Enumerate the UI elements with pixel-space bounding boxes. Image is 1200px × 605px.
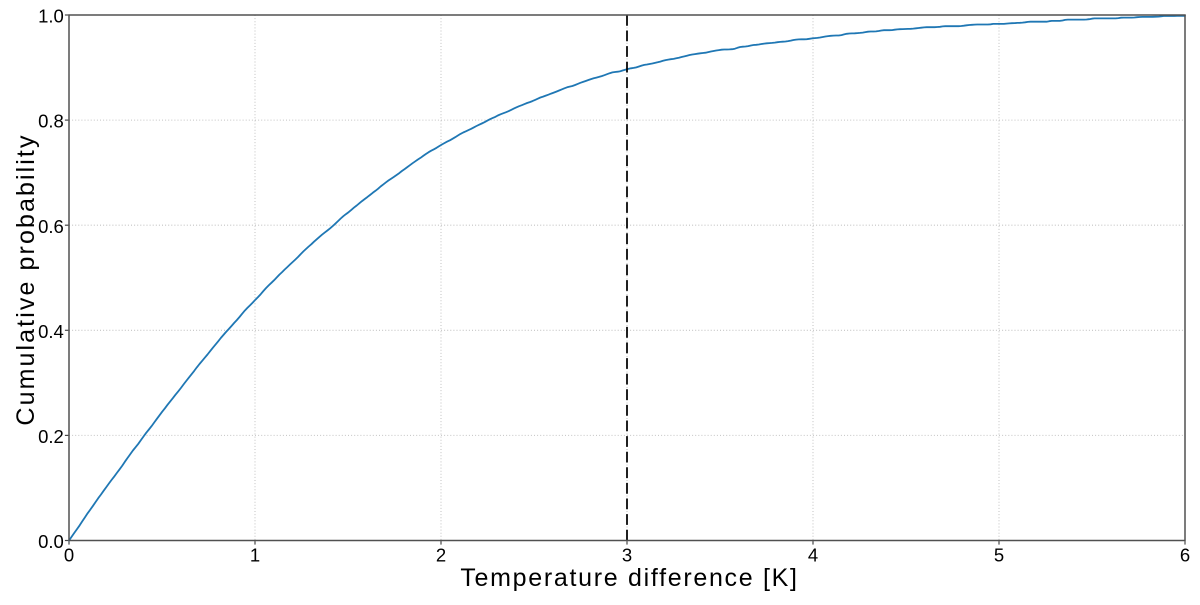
svg-text:0.0: 0.0 [38, 531, 64, 552]
svg-text:1: 1 [250, 544, 260, 565]
svg-text:5: 5 [994, 544, 1004, 565]
svg-text:6: 6 [1180, 544, 1190, 565]
svg-text:4: 4 [808, 544, 818, 565]
svg-text:0.6: 0.6 [38, 216, 64, 237]
svg-text:Temperature difference [K]: Temperature difference [K] [460, 564, 798, 592]
svg-text:Cumulative probability: Cumulative probability [12, 133, 40, 425]
svg-text:0.4: 0.4 [38, 321, 64, 342]
svg-text:3: 3 [622, 544, 632, 565]
svg-text:1.0: 1.0 [38, 6, 64, 27]
svg-text:0: 0 [64, 544, 74, 565]
svg-text:0.8: 0.8 [38, 111, 64, 132]
svg-text:0.2: 0.2 [38, 426, 64, 447]
svg-text:2: 2 [436, 544, 446, 565]
